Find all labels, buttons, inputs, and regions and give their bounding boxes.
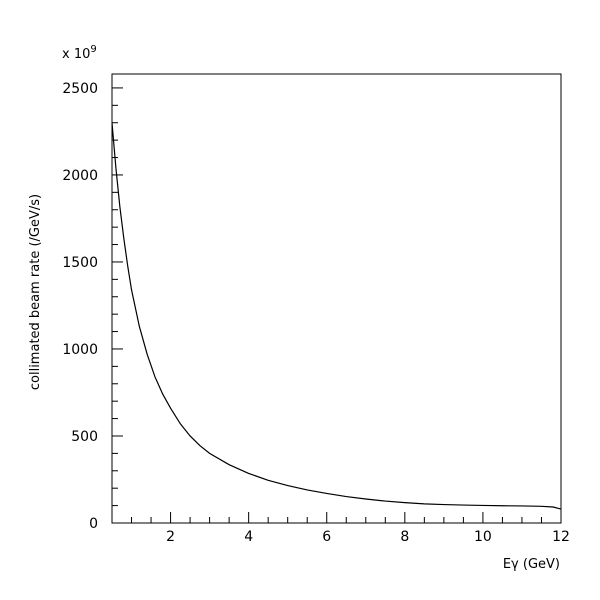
- tick-labels: 2 4 6 8 10 12 0 500 1000 1500 2000 2500: [62, 81, 570, 545]
- x-tick-label: 2: [166, 529, 175, 545]
- y-axis-title: collimated beam rate (/GeV/s): [28, 194, 43, 390]
- x-tick-label: 12: [552, 529, 570, 545]
- y-multiplier: x 109: [62, 44, 97, 62]
- x-tick-label: 8: [400, 529, 409, 545]
- x-tick-label: 6: [322, 529, 331, 545]
- x-axis-title: Eγ (GeV): [503, 557, 560, 572]
- x-tick-label: 4: [244, 529, 253, 545]
- y-tick-label: 2000: [62, 168, 98, 184]
- y-tick-label: 500: [71, 429, 98, 445]
- x-tick-label: 10: [474, 529, 492, 545]
- plot-frame: [111, 73, 562, 524]
- axis-ticks: [112, 87, 562, 524]
- y-tick-label: 0: [89, 516, 98, 532]
- y-tick-label: 1500: [62, 255, 98, 271]
- y-tick-label: 2500: [62, 81, 98, 97]
- series-line: [111, 122, 562, 510]
- y-tick-label: 1000: [62, 342, 98, 358]
